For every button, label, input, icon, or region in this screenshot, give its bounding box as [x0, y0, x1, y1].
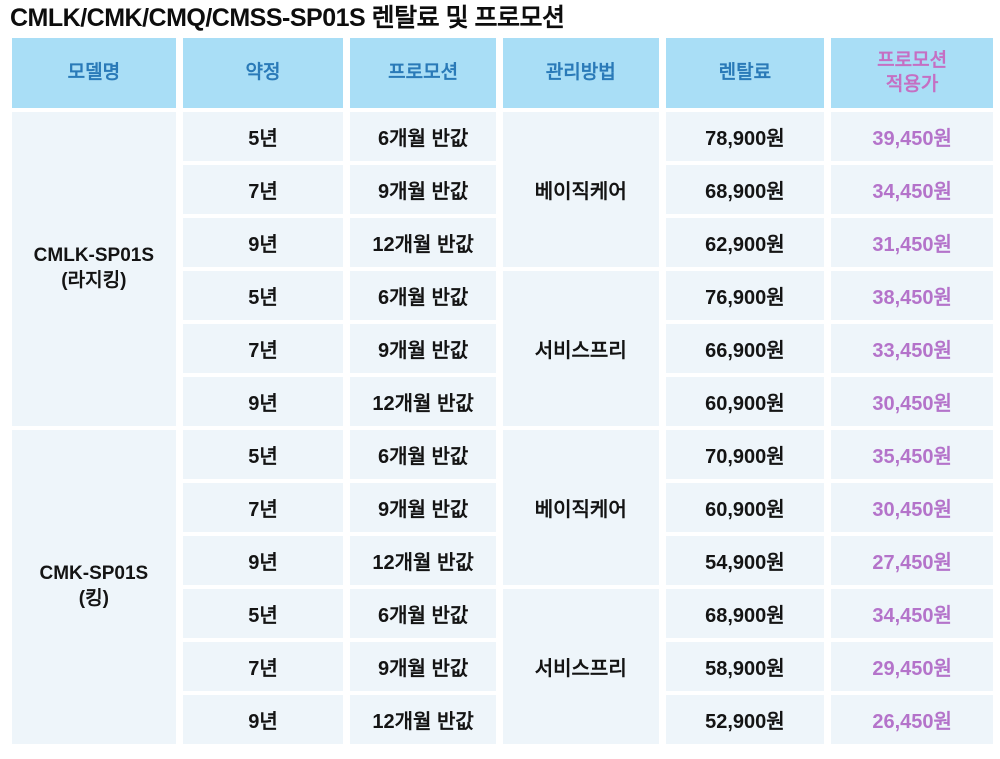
rental-cell: 70,900원 [665, 430, 825, 479]
table-row: 7년 9개월 반값 66,900원 33,450원 [12, 324, 993, 373]
header-model: 모델명 [12, 38, 176, 108]
promo-price-cell: 34,450원 [831, 165, 993, 214]
term-cell: 5년 [182, 430, 344, 479]
promotion-cell: 6개월 반값 [350, 112, 496, 161]
promo-price-cell: 35,450원 [831, 430, 993, 479]
model-subname: (라지킹) [61, 270, 127, 291]
promotion-cell: 9개월 반값 [350, 324, 496, 373]
table-row: 5년 6개월 반값 서비스프리 76,900원 38,450원 [12, 271, 993, 426]
promo-price-cell: 27,450원 [831, 536, 993, 585]
table-row: 9년 12개월 반값 54,900원 27,450원 [12, 536, 993, 585]
header-term: 약정 [182, 38, 344, 108]
page-title: CMLK/CMK/CMQ/CMSS-SP01S 렌탈료 및 프로모션 [10, 4, 565, 32]
table-row: 7년 9개월 반값 68,900원 34,450원 [12, 165, 993, 214]
care-cell: 서비스프리 [502, 589, 659, 744]
rental-cell: 66,900원 [665, 324, 825, 373]
model-name: CMK-SP01S [39, 563, 149, 585]
table-row: 5년 6개월 반값 서비스프리 68,900원 34,450원 [12, 589, 993, 744]
promotion-cell: 9개월 반값 [350, 483, 496, 532]
rental-cell: 62,900원 [665, 218, 825, 267]
rental-cell: 78,900원 [665, 112, 825, 161]
header-promo-price: 프로모션 적용가 [831, 38, 993, 108]
table-row: 7년 9개월 반값 58,900원 29,450원 [12, 642, 993, 691]
header-row: 모델명 약정 프로모션 관리방법 렌탈료 프로모션 적용가 [12, 38, 993, 108]
care-cell: 베이직케어 [502, 112, 659, 267]
promo-price-cell: 29,450원 [831, 642, 993, 691]
care-cell: 베이직케어 [502, 430, 659, 585]
promo-price-cell: 31,450원 [831, 218, 993, 267]
rental-cell: 54,900원 [665, 536, 825, 585]
table-row: CMK-SP01S (킹) 5년 6개월 반값 베이직케어 70,900원 35… [12, 430, 993, 744]
promotion-cell: 12개월 반값 [350, 536, 496, 585]
model-name: CMLK-SP01S [33, 245, 155, 267]
table-row: CMLK-SP01S (라지킹) 5년 6개월 반값 베이직케어 78,900원… [12, 112, 993, 426]
promotion-cell: 6개월 반값 [350, 271, 496, 320]
term-cell: 5년 [182, 589, 344, 638]
promo-price-cell: 26,450원 [831, 695, 993, 744]
promotion-cell: 12개월 반값 [350, 695, 496, 744]
rental-cell: 68,900원 [665, 589, 825, 638]
care-cell: 서비스프리 [502, 271, 659, 426]
rental-cell: 60,900원 [665, 377, 825, 426]
header-care: 관리방법 [502, 38, 659, 108]
promo-price-cell: 30,450원 [831, 377, 993, 426]
rental-price-table: 모델명 약정 프로모션 관리방법 렌탈료 프로모션 적용가 CMLK-SP01S… [5, 34, 1000, 748]
promo-price-cell: 38,450원 [831, 271, 993, 320]
promo-price-cell: 30,450원 [831, 483, 993, 532]
term-cell: 9년 [182, 536, 344, 585]
promotion-cell: 9개월 반값 [350, 642, 496, 691]
table-row: 9년 12개월 반값 52,900원 26,450원 [12, 695, 993, 744]
table-row: 9년 12개월 반값 62,900원 31,450원 [12, 218, 993, 267]
promo-price-cell: 39,450원 [831, 112, 993, 161]
term-cell: 9년 [182, 377, 344, 426]
term-cell: 9년 [182, 218, 344, 267]
rental-cell: 58,900원 [665, 642, 825, 691]
promo-price-cell: 33,450원 [831, 324, 993, 373]
model-subname: (킹) [78, 588, 109, 609]
header-promotion: 프로모션 [350, 38, 496, 108]
model-cell: CMLK-SP01S (라지킹) [12, 112, 176, 426]
rental-cell: 60,900원 [665, 483, 825, 532]
term-cell: 9년 [182, 695, 344, 744]
promotion-cell: 12개월 반값 [350, 218, 496, 267]
term-cell: 5년 [182, 112, 344, 161]
rental-cell: 68,900원 [665, 165, 825, 214]
table-row: 9년 12개월 반값 60,900원 30,450원 [12, 377, 993, 426]
term-cell: 7년 [182, 483, 344, 532]
term-cell: 7년 [182, 324, 344, 373]
term-cell: 7년 [182, 165, 344, 214]
promotion-cell: 9개월 반값 [350, 165, 496, 214]
promotion-cell: 6개월 반값 [350, 589, 496, 638]
rental-cell: 76,900원 [665, 271, 825, 320]
model-cell: CMK-SP01S (킹) [12, 430, 176, 744]
promotion-cell: 6개월 반값 [350, 430, 496, 479]
promo-price-cell: 34,450원 [831, 589, 993, 638]
header-rental: 렌탈료 [665, 38, 825, 108]
table-row: 7년 9개월 반값 60,900원 30,450원 [12, 483, 993, 532]
term-cell: 7년 [182, 642, 344, 691]
promotion-cell: 12개월 반값 [350, 377, 496, 426]
rental-cell: 52,900원 [665, 695, 825, 744]
term-cell: 5년 [182, 271, 344, 320]
